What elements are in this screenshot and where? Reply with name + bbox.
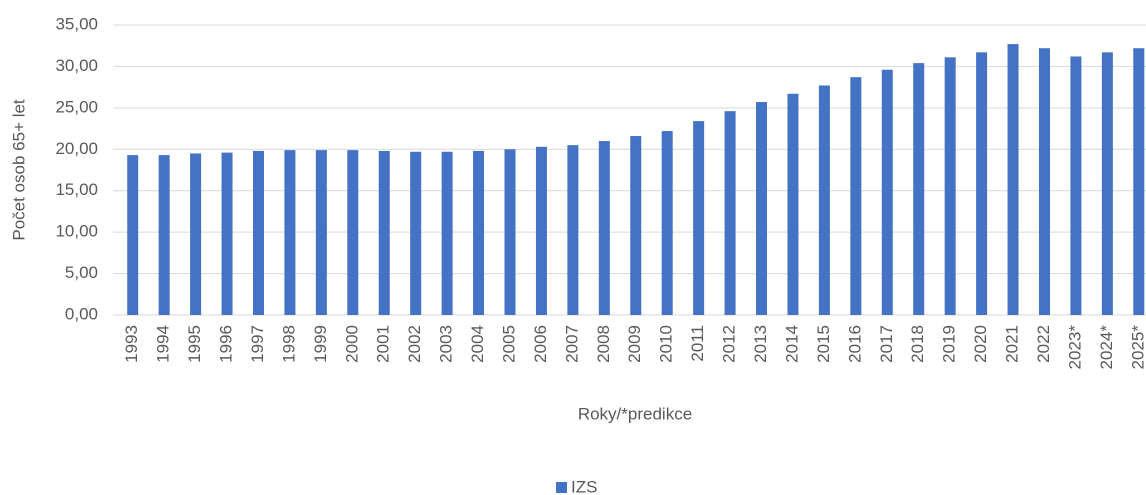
bar <box>190 153 202 315</box>
x-tick-label: 2000 <box>342 325 361 363</box>
x-tick-label: 1996 <box>217 325 236 363</box>
bar <box>1133 48 1145 315</box>
bar <box>252 150 264 315</box>
bar <box>598 141 610 315</box>
x-tick-label: 2002 <box>405 325 424 363</box>
bar <box>661 131 673 315</box>
y-tick-label: 0,00 <box>65 304 98 323</box>
bar <box>944 57 956 316</box>
y-tick-label: 20,00 <box>55 139 98 158</box>
x-tick-label: 2015 <box>814 325 833 363</box>
bar <box>473 150 485 315</box>
bar <box>127 155 139 315</box>
y-tick-label: 10,00 <box>55 222 98 241</box>
bar <box>347 150 359 315</box>
y-tick-label: 15,00 <box>55 180 98 199</box>
y-tick-label: 25,00 <box>55 97 98 116</box>
bar <box>1038 48 1050 315</box>
x-tick-label: 1997 <box>248 325 267 363</box>
x-axis-title: Roky/*predikce <box>578 404 692 423</box>
bar <box>378 150 390 315</box>
bar <box>818 85 830 315</box>
x-tick-label: 2001 <box>374 325 393 363</box>
y-tick-label: 30,00 <box>55 56 98 75</box>
x-tick-label: 2021 <box>1003 325 1022 363</box>
x-tick-label: 2022 <box>1034 325 1053 363</box>
x-tick-label: 2006 <box>531 325 550 363</box>
x-tick-label: 2009 <box>625 325 644 363</box>
x-tick-label: 2004 <box>468 325 487 363</box>
bar <box>724 111 736 316</box>
bar <box>535 146 547 315</box>
bar <box>881 69 893 315</box>
bar <box>850 77 862 315</box>
x-tick-label: 2023* <box>1065 325 1084 370</box>
bar <box>756 102 768 315</box>
x-tick-label: 2010 <box>657 325 676 363</box>
bar <box>976 52 988 315</box>
x-tick-label: 1994 <box>154 325 173 363</box>
bar <box>1070 56 1082 315</box>
x-tick-label: 2003 <box>437 325 456 363</box>
x-tick-label: 2020 <box>971 325 990 363</box>
x-tick-label: 2012 <box>720 325 739 363</box>
bar <box>630 136 642 315</box>
x-tick-label: 2025* <box>1128 325 1146 370</box>
bar <box>158 155 170 315</box>
legend-label: IZS <box>571 477 597 495</box>
bar <box>284 150 296 315</box>
x-tick-label: 2019 <box>940 325 959 363</box>
x-tick-label: 1998 <box>279 325 298 363</box>
bar <box>787 93 799 316</box>
bar <box>693 121 705 315</box>
bar <box>410 151 422 315</box>
x-tick-label: 2018 <box>908 325 927 363</box>
x-tick-label: 2016 <box>845 325 864 363</box>
bar <box>441 151 453 315</box>
y-axis-title: Počet osob 65+ let <box>9 99 28 241</box>
bar <box>1101 52 1113 315</box>
x-tick-label: 2008 <box>594 325 613 363</box>
legend-swatch <box>556 482 567 493</box>
bar <box>913 63 925 315</box>
x-tick-label: 1999 <box>311 325 330 363</box>
bar <box>221 152 233 315</box>
bar <box>315 150 327 315</box>
x-tick-label: 2007 <box>562 325 581 363</box>
bar <box>567 145 579 315</box>
x-tick-label: 1993 <box>122 325 141 363</box>
x-tick-label: 2017 <box>877 325 896 363</box>
bar <box>1007 44 1019 316</box>
x-tick-label: 2014 <box>782 325 801 363</box>
x-tick-label: 2011 <box>688 325 707 362</box>
x-tick-label: 2013 <box>751 325 770 363</box>
x-tick-label: 1995 <box>185 325 204 363</box>
x-tick-label: 2005 <box>499 325 518 363</box>
y-tick-label: 5,00 <box>65 263 98 282</box>
y-tick-label: 35,00 <box>55 14 98 33</box>
bar <box>504 149 516 315</box>
x-tick-label: 2024* <box>1097 325 1116 370</box>
